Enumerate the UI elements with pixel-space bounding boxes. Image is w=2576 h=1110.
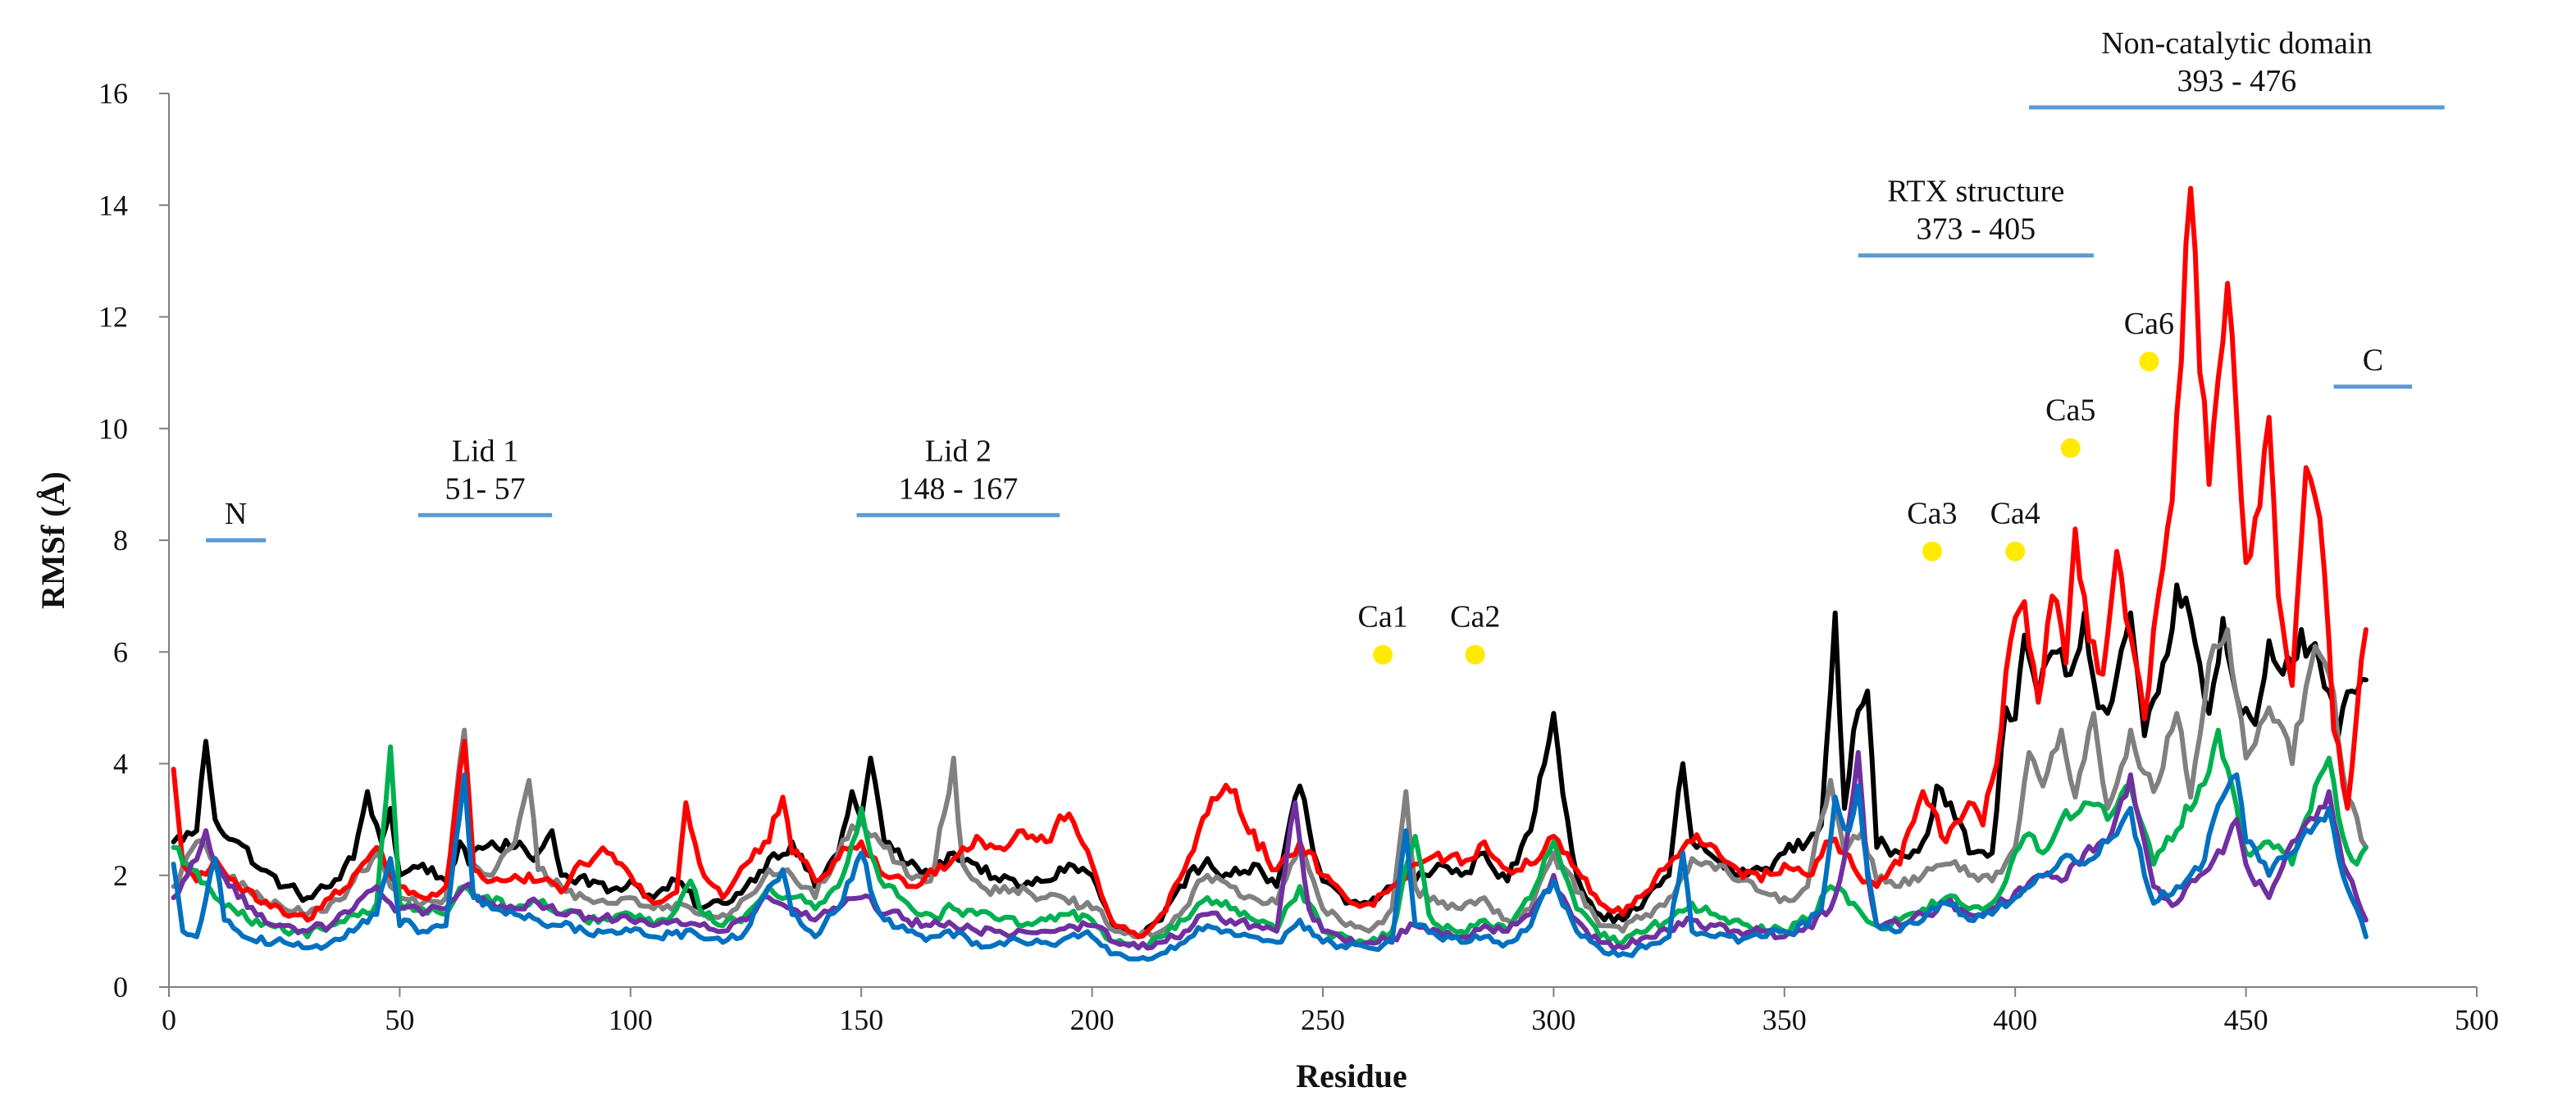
calcium-marker <box>1373 644 1393 665</box>
x-tick-label: 250 <box>1301 1003 1345 1036</box>
y-axis-title: RMSf (Å) <box>34 471 71 609</box>
x-axis-ticks: 0 50 100 150 200 250 300 350 400 450 500 <box>162 987 2499 1036</box>
x-tick-label: 200 <box>1070 1003 1115 1036</box>
calcium-marker <box>2005 541 2026 562</box>
calcium-marker <box>1465 644 1485 665</box>
x-tick-label: 450 <box>2224 1003 2268 1036</box>
x-tick-label: 100 <box>609 1003 653 1036</box>
x-axis-title: Residue <box>1296 1058 1407 1094</box>
calcium-marker <box>2060 438 2081 458</box>
annotation-label: Non-catalytic domain 393 - 476 <box>2101 26 2372 98</box>
series-lines <box>171 185 2369 962</box>
calcium-marker <box>2139 352 2159 371</box>
y-tick-label: 6 <box>113 635 128 668</box>
series-line-gray <box>171 627 2369 939</box>
calcium-marker <box>1922 541 1942 562</box>
annotation-label: Lid 2 148 - 167 <box>899 434 1019 506</box>
y-tick-label: 0 <box>113 971 128 1003</box>
annotation-label: Lid 1 51- 57 <box>445 434 525 506</box>
x-tick-label: 300 <box>1531 1003 1575 1036</box>
annotation-label: C <box>2363 343 2383 378</box>
calcium-label: Ca5 <box>2045 394 2095 428</box>
series-line-blue <box>171 772 2369 962</box>
x-tick-label: 500 <box>2455 1003 2499 1036</box>
y-tick-label: 2 <box>113 859 128 892</box>
annotation-label: N <box>225 497 247 531</box>
series-line-red <box>171 185 2369 939</box>
annotations: N Lid 1 51- 57 Lid 2 148 - 167 RTX structure 3… <box>206 26 2445 665</box>
y-tick-label: 8 <box>113 524 128 557</box>
x-tick-label: 0 <box>162 1003 176 1036</box>
y-tick-label: 14 <box>98 189 128 221</box>
x-tick-label: 50 <box>385 1003 414 1036</box>
y-tick-label: 10 <box>98 412 128 445</box>
annotation-label: RTX structure 373 - 405 <box>1887 175 2064 247</box>
y-axis-ticks: 0 2 4 6 8 10 12 14 16 <box>98 77 169 1003</box>
x-tick-label: 400 <box>1993 1003 2037 1036</box>
x-tick-label: 150 <box>839 1003 883 1036</box>
x-tick-label: 350 <box>1762 1003 1807 1036</box>
calcium-label: Ca3 <box>1907 497 1957 531</box>
y-tick-label: 16 <box>98 77 128 110</box>
y-tick-label: 4 <box>113 748 128 780</box>
calcium-label: Ca1 <box>1358 600 1408 635</box>
calcium-label: Ca6 <box>2124 307 2174 341</box>
y-tick-label: 12 <box>98 301 128 334</box>
calcium-label: Ca4 <box>1990 497 2040 531</box>
calcium-label: Ca2 <box>1450 600 1500 635</box>
